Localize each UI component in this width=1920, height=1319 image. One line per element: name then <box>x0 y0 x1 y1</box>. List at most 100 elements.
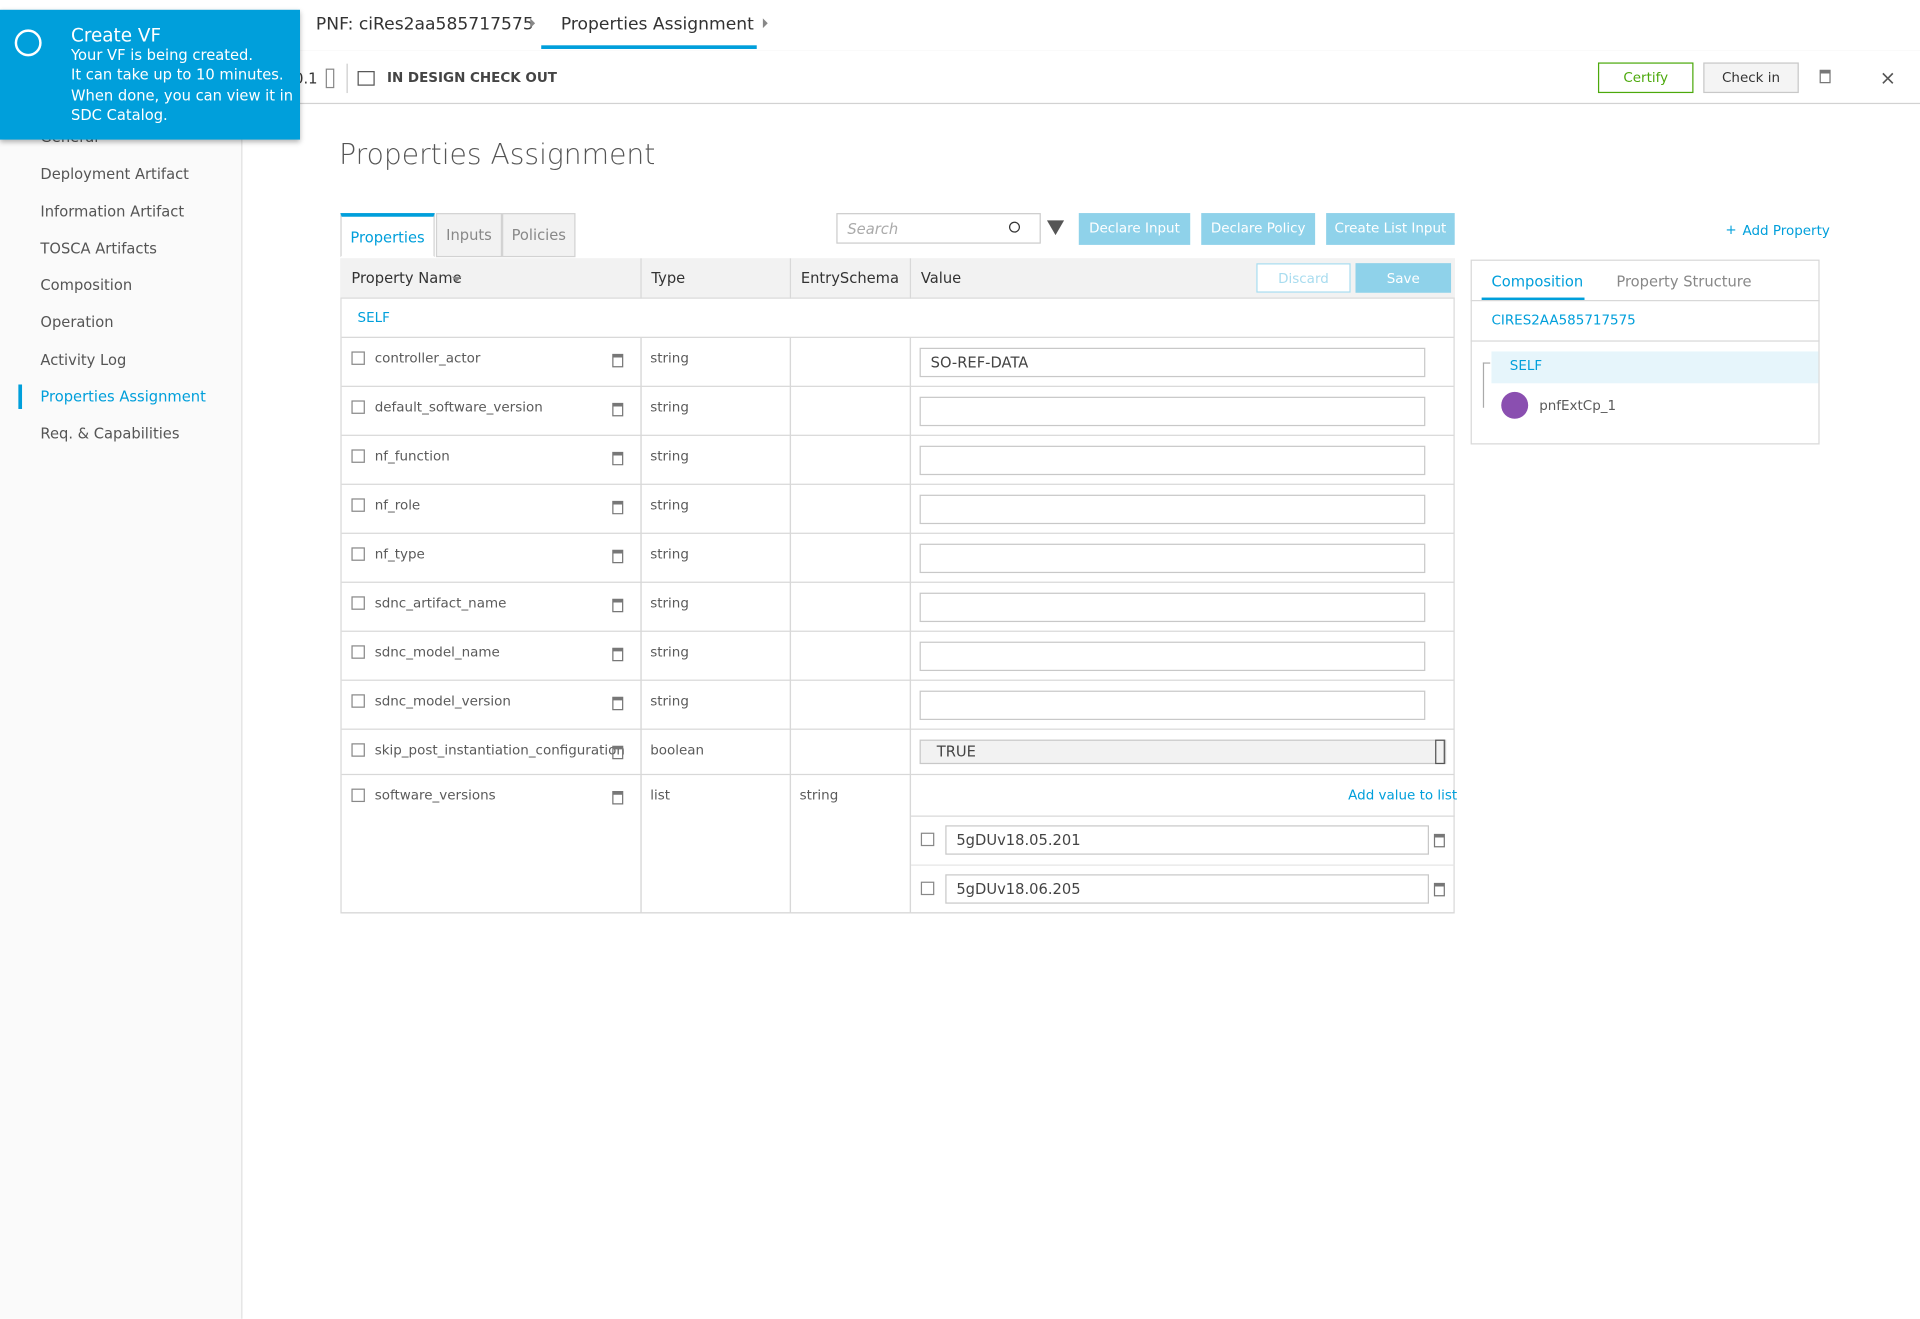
property-name: software_versions <box>374 787 496 804</box>
toast[interactable]: Create VF Your VF is being created. It can… <box>0 9 301 140</box>
row-checkbox[interactable] <box>351 645 365 659</box>
row-delete[interactable] <box>612 353 624 368</box>
tree-item[interactable]: pnfExtCp_1 <box>1539 397 1617 414</box>
row-checkbox[interactable] <box>351 596 365 610</box>
list-checkbox[interactable] <box>920 881 935 896</box>
row-checkbox[interactable] <box>351 743 365 757</box>
list-divider <box>911 815 1455 817</box>
search-box[interactable]: Search <box>836 213 1041 244</box>
close-icon[interactable]: × <box>1879 66 1897 90</box>
search-icon <box>1008 221 1021 233</box>
sidebar-item[interactable]: Properties Assignment <box>40 387 206 406</box>
sidebar <box>0 102 243 1319</box>
list-divider <box>911 864 1455 866</box>
value-input[interactable] <box>919 690 1426 721</box>
certify-button[interactable]: Certify <box>1597 62 1694 94</box>
root-name[interactable]: CIRES2AA585717575 <box>1491 312 1636 329</box>
panel-tab[interactable]: Property Structure <box>1616 273 1752 291</box>
list-checkbox[interactable] <box>920 832 935 847</box>
tab[interactable]: Policies <box>502 213 576 258</box>
value-input[interactable]: SO-REF-DATA <box>919 347 1426 378</box>
column-divider <box>909 533 912 583</box>
row-delete[interactable] <box>612 402 624 417</box>
row-delete[interactable] <box>612 791 624 805</box>
tab[interactable]: Inputs <box>435 213 503 258</box>
sidebar-item[interactable]: TOSCA Artifacts <box>40 239 157 257</box>
column-divider <box>909 775 912 914</box>
row-delete[interactable] <box>612 647 624 662</box>
add-property[interactable]: + <box>1725 221 1737 238</box>
value-input[interactable] <box>919 445 1426 476</box>
row-checkbox[interactable] <box>351 400 365 414</box>
list-delete[interactable] <box>1433 882 1445 897</box>
value-input[interactable] <box>919 494 1426 525</box>
row-delete[interactable] <box>612 745 624 760</box>
sidebar-item[interactable]: Deployment Artifact <box>40 165 189 183</box>
column-divider <box>640 533 642 583</box>
panel-tab[interactable]: Composition <box>1491 273 1584 291</box>
sidebar-item[interactable]: Activity Log <box>40 350 127 368</box>
property-type: string <box>650 644 689 661</box>
list-value[interactable]: 5gDUv18.05.201 <box>945 825 1429 855</box>
save-button[interactable]: Save <box>1355 263 1452 293</box>
breadcrumb[interactable]: PNF: ciRes2aa585717575 <box>315 14 534 35</box>
add-value-link[interactable]: Add value to list <box>1348 787 1458 804</box>
row-checkbox[interactable] <box>351 449 365 463</box>
list-value[interactable]: 5gDUv18.06.205 <box>945 874 1429 904</box>
column-divider <box>640 729 642 776</box>
status-icon <box>357 71 375 86</box>
discard-button[interactable]: Discard <box>1256 263 1351 293</box>
row-delete[interactable] <box>612 451 624 466</box>
row <box>341 583 1454 632</box>
column-divider <box>640 337 642 387</box>
column-divider <box>640 680 642 730</box>
column-divider <box>789 386 792 436</box>
row-delete[interactable] <box>612 696 624 711</box>
row-checkbox[interactable] <box>351 498 365 512</box>
value-select[interactable]: TRUE <box>919 739 1447 765</box>
property-name: nf_role <box>374 497 421 514</box>
row <box>341 436 1454 485</box>
add-property[interactable]: Add Property <box>1742 222 1830 239</box>
tree-item[interactable]: SELF <box>1509 357 1543 374</box>
column-header: EntrySchema <box>800 269 900 287</box>
column-divider <box>789 775 792 914</box>
property-type: string <box>650 448 689 465</box>
tab[interactable]: Properties <box>340 213 435 258</box>
sidebar-item[interactable]: Req. & Capabilities <box>40 424 180 443</box>
row <box>341 730 1454 776</box>
value-input[interactable] <box>919 396 1426 427</box>
property-type: boolean <box>650 742 705 758</box>
value-input[interactable] <box>919 543 1426 574</box>
column-divider <box>909 435 912 485</box>
filter-icon[interactable] <box>1046 220 1065 236</box>
row-delete[interactable] <box>612 598 624 613</box>
delete-icon[interactable] <box>1819 69 1831 84</box>
row-delete[interactable] <box>612 500 624 515</box>
property-name: nf_function <box>374 448 450 465</box>
breadcrumb[interactable]: Properties Assignment <box>560 14 754 35</box>
action-button[interactable]: Declare Input <box>1078 213 1191 245</box>
list-delete[interactable] <box>1433 833 1445 848</box>
row-checkbox[interactable] <box>351 788 365 803</box>
row-checkbox[interactable] <box>351 547 365 561</box>
value-input[interactable] <box>919 641 1426 672</box>
sidebar-item[interactable]: Composition <box>40 276 133 294</box>
row-checkbox[interactable] <box>351 351 365 365</box>
row-checkbox[interactable] <box>351 694 365 708</box>
value-input[interactable] <box>919 592 1426 623</box>
tree-item-selected <box>1491 351 1819 384</box>
sidebar-item[interactable]: Operation <box>40 313 114 331</box>
column-header: Property Name <box>351 269 462 287</box>
sidebar-item[interactable]: Information Artifact <box>40 202 185 220</box>
row <box>341 775 1454 914</box>
property-type: string <box>650 497 689 514</box>
row-delete[interactable] <box>612 549 624 564</box>
action-button[interactable]: Declare Policy <box>1201 213 1316 245</box>
action-button[interactable]: Create List Input <box>1326 213 1455 245</box>
checkin-button[interactable]: Check in <box>1703 62 1799 94</box>
column-divider <box>909 631 912 681</box>
column-divider <box>640 775 642 914</box>
property-type: list <box>650 787 670 804</box>
